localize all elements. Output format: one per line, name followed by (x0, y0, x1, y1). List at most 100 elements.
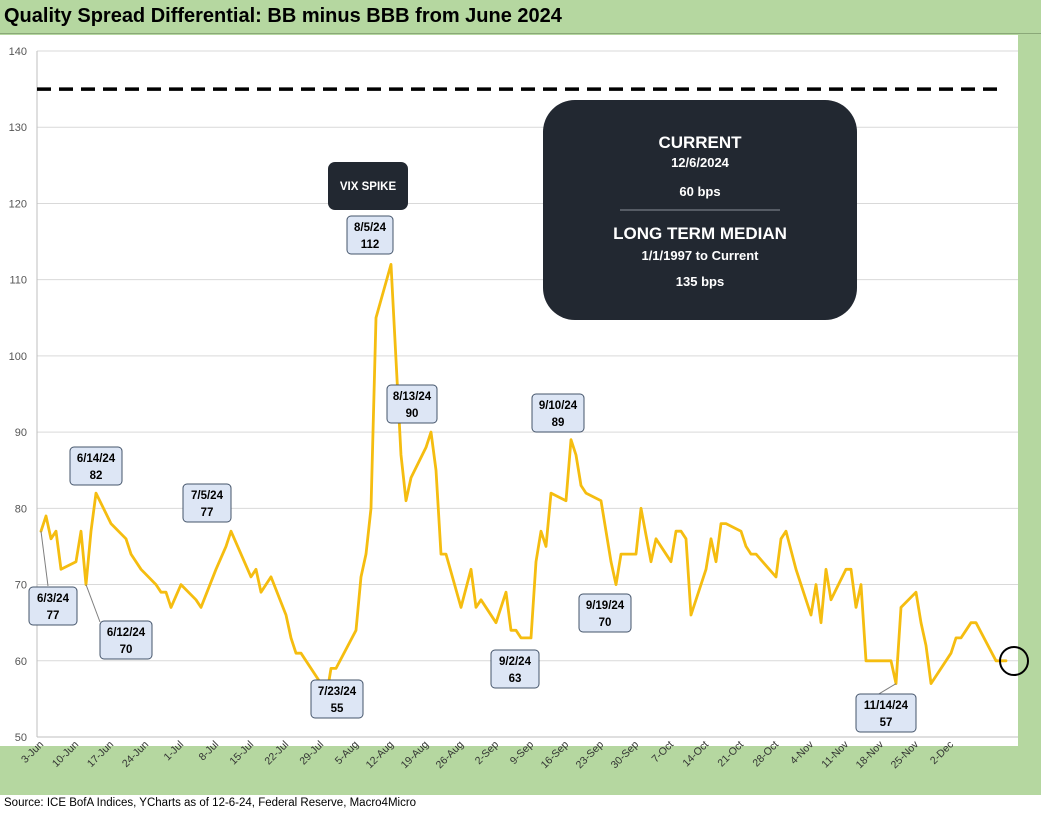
x-tick-label: 2-Dec (928, 739, 956, 767)
y-tick-label: 120 (9, 198, 27, 210)
x-tick-label: 22-Jul (262, 739, 291, 768)
callout-8-5-24: 8/5/24 112 (346, 215, 394, 255)
x-tick-label: 15-Jul (227, 739, 256, 768)
x-tick-label: 4-Nov (788, 738, 817, 767)
current-point-circle (999, 646, 1029, 676)
callout-value: 82 (90, 470, 103, 482)
callout-9-2-24: 9/2/24 63 (490, 649, 540, 689)
callout-box (69, 446, 123, 486)
source-note: Source: ICE BofA Indices, YCharts as of … (4, 797, 417, 809)
vix-spike-text: VIX SPIKE (340, 181, 397, 193)
callout-connector (40, 531, 49, 587)
x-tick-label: 18-Nov (854, 738, 887, 771)
vix-spike-label: VIX SPIKE (328, 162, 408, 210)
x-tick-label: 8-Jul (197, 739, 222, 764)
callout-date: 6/14/24 (77, 453, 116, 465)
callout-box (99, 620, 153, 660)
callout-value: 112 (361, 239, 380, 251)
title-divider (0, 33, 1041, 34)
callout-value: 77 (201, 507, 214, 519)
x-tick-label: 29-Jul (297, 739, 326, 768)
y-tick-label: 90 (15, 427, 27, 439)
x-tick-label: 2-Sep (473, 739, 501, 767)
callout-box (855, 693, 917, 733)
series-layer (39, 262, 1008, 701)
callout-value: 70 (120, 644, 133, 656)
current-date: 12/6/2024 (671, 155, 730, 170)
callout-7-5-24: 7/5/24 77 (182, 483, 232, 523)
x-tick-label: 11-Nov (819, 738, 851, 770)
callout-value: 89 (552, 417, 565, 429)
x-tick-label: 24-Jun (120, 739, 151, 770)
x-tick-label: 1-Jul (162, 739, 187, 764)
callout-date: 9/2/24 (499, 656, 532, 668)
x-tick-label: 7-Oct (649, 739, 676, 766)
callout-9-10-24: 9/10/24 89 (531, 393, 585, 433)
callout-9-19-24: 9/19/24 70 (578, 593, 632, 633)
callout-date: 7/5/24 (191, 490, 224, 502)
series-line-bb-minus-bbb (39, 262, 1008, 701)
x-tick-label: 25-Nov (889, 738, 922, 771)
x-tick-label: 21-Oct (715, 739, 746, 770)
annotation-connectors (40, 531, 897, 699)
callout-6-3-24: 6/3/24 77 (28, 586, 78, 626)
x-tick-label: 19-Aug (399, 739, 432, 772)
callout-value: 90 (406, 408, 419, 420)
callout-connector (85, 584, 101, 623)
callout-value: 70 (599, 617, 612, 629)
median-heading: LONG TERM MEDIAN (613, 224, 787, 243)
callout-date: 6/12/24 (107, 627, 146, 639)
y-tick-label: 50 (15, 732, 27, 744)
gridlines (37, 50, 1018, 738)
x-axis: 3-Jun 10-Jun 17-Jun 24-Jun 1-Jul 8-Jul 15-Jul 2… (19, 736, 1018, 772)
callout-value: 77 (47, 610, 60, 622)
x-tick-label: 17-Jun (85, 739, 116, 770)
y-tick-label: 80 (15, 503, 27, 515)
y-tick-label: 130 (9, 122, 27, 134)
callout-date: 8/5/24 (354, 222, 387, 234)
x-tick-label: 28-Oct (750, 739, 781, 770)
y-tick-label: 140 (9, 46, 27, 58)
callout-date: 9/19/24 (586, 600, 625, 612)
callout-date: 11/14/24 (864, 700, 909, 712)
callout-date: 8/13/24 (393, 391, 432, 403)
x-tick-label: 9-Sep (508, 739, 536, 767)
info-box: CURRENT 12/6/2024 60 bps LONG TERM MEDIA… (543, 100, 857, 320)
x-tick-label: 23-Sep (574, 739, 607, 772)
callout-value: 63 (509, 673, 522, 685)
x-tick-label: 26-Aug (434, 739, 467, 772)
callout-date: 6/3/24 (37, 593, 70, 605)
callout-box (346, 215, 394, 255)
callout-date: 9/10/24 (539, 400, 578, 412)
callout-box (490, 649, 540, 689)
y-tick-label: 100 (9, 351, 27, 363)
callout-box (531, 393, 585, 433)
x-tick-label: 12-Aug (364, 739, 397, 772)
callout-value: 55 (331, 703, 344, 715)
x-tick-label: 30-Sep (609, 739, 642, 772)
callout-box (28, 586, 78, 626)
x-tick-label: 5-Aug (333, 739, 361, 767)
current-heading: CURRENT (658, 133, 742, 152)
callout-box (578, 593, 632, 633)
annotation-callouts: 6/3/24 77 6/12/24 70 6/14/24 82 7/5/24 77 7/23/2… (28, 215, 917, 733)
callout-value: 57 (880, 717, 893, 729)
y-tick-label: 70 (15, 580, 27, 592)
y-tick-label: 60 (15, 656, 27, 668)
vix-spike-box (328, 162, 408, 210)
callout-8-13-24: 8/13/24 90 (386, 384, 438, 424)
y-tick-label: 110 (9, 275, 27, 287)
y-axis: 50 60 70 80 90 100 110 120 130 140 (9, 46, 38, 744)
callout-date: 7/23/24 (318, 686, 357, 698)
x-tick-label: 16-Sep (539, 739, 572, 772)
x-tick-label: 14-Oct (680, 739, 711, 770)
current-value: 60 bps (679, 184, 720, 199)
median-period: 1/1/1997 to Current (641, 248, 759, 263)
callout-6-14-24: 6/14/24 82 (69, 446, 123, 486)
callout-box (310, 679, 364, 719)
x-tick-label: 10-Jun (50, 739, 81, 770)
chart-title: Quality Spread Differential: BB minus BB… (4, 5, 562, 27)
callout-box (182, 483, 232, 523)
callout-7-23-24: 7/23/24 55 (310, 679, 364, 719)
